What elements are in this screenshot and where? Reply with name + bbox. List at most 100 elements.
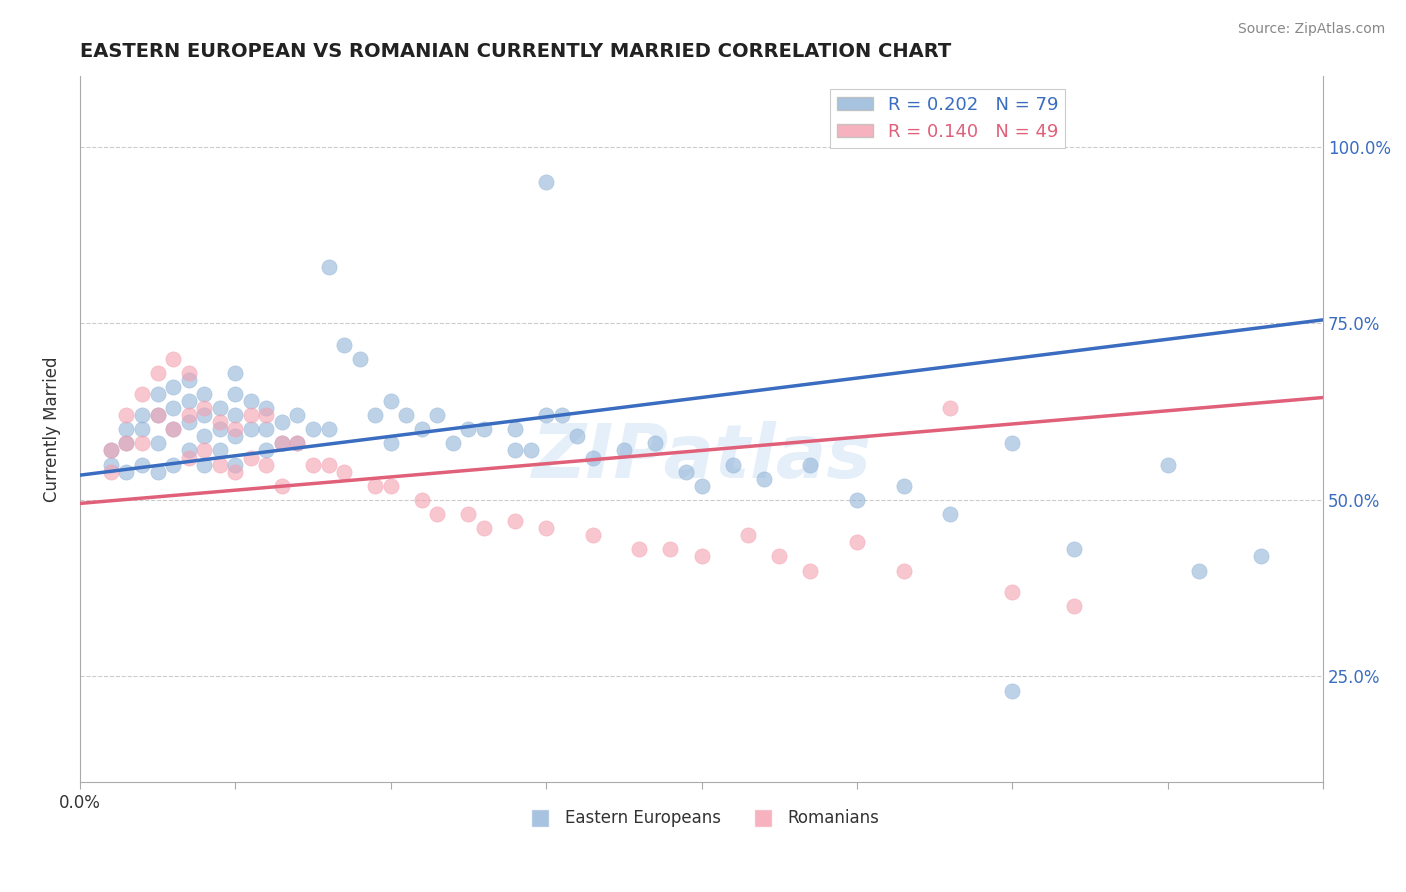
Point (270, 415, 292, 429)
Point (254, 422, 277, 436)
Point (224, 387, 246, 401)
Point (567, 429, 589, 443)
Point (1063, 599, 1085, 613)
Point (287, 436, 309, 450)
Point (799, 564, 821, 578)
Point (270, 479, 292, 493)
Point (441, 436, 464, 450)
Point (503, 443, 526, 458)
Point (411, 492, 433, 507)
Point (659, 542, 682, 557)
Point (302, 422, 325, 436)
Point (302, 458, 325, 472)
Point (162, 401, 184, 416)
Point (239, 394, 262, 409)
Text: Source: ZipAtlas.com: Source: ZipAtlas.com (1237, 22, 1385, 37)
Point (457, 422, 479, 436)
Point (193, 458, 215, 472)
Point (457, 507, 479, 521)
Point (254, 458, 277, 472)
Point (1001, 584, 1024, 599)
Point (1001, 436, 1024, 450)
Point (162, 458, 184, 472)
Point (644, 436, 666, 450)
Point (100, 465, 122, 479)
Point (270, 436, 292, 450)
Point (349, 351, 371, 366)
Point (100, 443, 122, 458)
Y-axis label: Currently Married: Currently Married (44, 357, 60, 502)
Point (287, 436, 309, 450)
Point (131, 422, 153, 436)
Point (131, 387, 153, 401)
Point (131, 408, 153, 422)
Point (380, 394, 402, 409)
Point (364, 479, 387, 493)
Point (239, 408, 262, 422)
Point (177, 415, 200, 429)
Point (318, 458, 340, 472)
Point (224, 422, 246, 436)
Point (472, 521, 495, 535)
Point (115, 436, 138, 450)
Point (721, 458, 744, 472)
Point (503, 514, 526, 528)
Point (768, 549, 790, 564)
Text: EASTERN EUROPEAN VS ROMANIAN CURRENTLY MARRIED CORRELATION CHART: EASTERN EUROPEAN VS ROMANIAN CURRENTLY M… (80, 42, 950, 61)
Point (224, 366, 246, 380)
Point (162, 422, 184, 436)
Point (177, 443, 200, 458)
Point (224, 458, 246, 472)
Point (939, 507, 962, 521)
Point (193, 429, 215, 443)
Point (1188, 564, 1211, 578)
Point (224, 429, 246, 443)
Point (364, 408, 387, 422)
Point (287, 408, 309, 422)
Point (146, 408, 169, 422)
Point (270, 436, 292, 450)
Point (177, 408, 200, 422)
Point (208, 422, 231, 436)
Point (1001, 683, 1024, 698)
Legend: Eastern Europeans, Romanians: Eastern Europeans, Romanians (517, 803, 886, 834)
Point (193, 401, 215, 416)
Point (380, 436, 402, 450)
Point (254, 401, 277, 416)
Point (318, 260, 340, 274)
Point (426, 507, 449, 521)
Point (1250, 549, 1272, 564)
Point (162, 351, 184, 366)
Point (193, 387, 215, 401)
Point (1157, 458, 1180, 472)
Point (582, 528, 605, 542)
Point (162, 422, 184, 436)
Point (224, 465, 246, 479)
Point (752, 472, 775, 486)
Point (131, 436, 153, 450)
Text: ZIPatlas: ZIPatlas (531, 421, 872, 494)
Point (318, 422, 340, 436)
Point (208, 415, 231, 429)
Point (193, 443, 215, 458)
Point (582, 450, 605, 465)
Point (333, 465, 356, 479)
Point (893, 564, 915, 578)
Point (519, 443, 541, 458)
Point (208, 401, 231, 416)
Point (534, 521, 557, 535)
Point (628, 542, 651, 557)
Point (177, 373, 200, 387)
Point (939, 401, 962, 416)
Point (239, 422, 262, 436)
Point (690, 549, 713, 564)
Point (208, 458, 231, 472)
Point (550, 408, 572, 422)
Point (737, 528, 759, 542)
Point (146, 465, 169, 479)
Point (177, 394, 200, 409)
Point (146, 436, 169, 450)
Point (472, 422, 495, 436)
Point (224, 408, 246, 422)
Point (146, 408, 169, 422)
